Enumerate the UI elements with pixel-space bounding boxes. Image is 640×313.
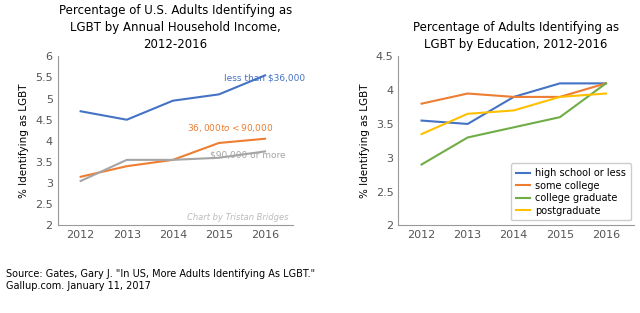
Y-axis label: % Identifying as LGBT: % Identifying as LGBT	[19, 84, 29, 198]
Text: $36,000 to <$90,000: $36,000 to <$90,000	[187, 122, 273, 134]
Y-axis label: % Identifying as LGBT: % Identifying as LGBT	[360, 84, 371, 198]
Text: less than $36,000: less than $36,000	[223, 74, 305, 83]
Title: Percentage of Adults Identifying as
LGBT by Education, 2012-2016: Percentage of Adults Identifying as LGBT…	[413, 21, 619, 51]
Title: Percentage of U.S. Adults Identifying as
LGBT by Annual Household Income,
2012-2: Percentage of U.S. Adults Identifying as…	[58, 4, 292, 51]
Text: Chart by Tristan Bridges: Chart by Tristan Bridges	[527, 211, 629, 220]
Text: Source: Gates, Gary J. "In US, More Adults Identifying As LGBT."
Gallup.com. Jan: Source: Gates, Gary J. "In US, More Adul…	[6, 269, 316, 291]
Text: $90,000 or more: $90,000 or more	[210, 151, 285, 159]
Legend: high school or less, some college, college graduate, postgraduate: high school or less, some college, colle…	[511, 163, 631, 220]
Text: Chart by Tristan Bridges: Chart by Tristan Bridges	[187, 213, 288, 222]
